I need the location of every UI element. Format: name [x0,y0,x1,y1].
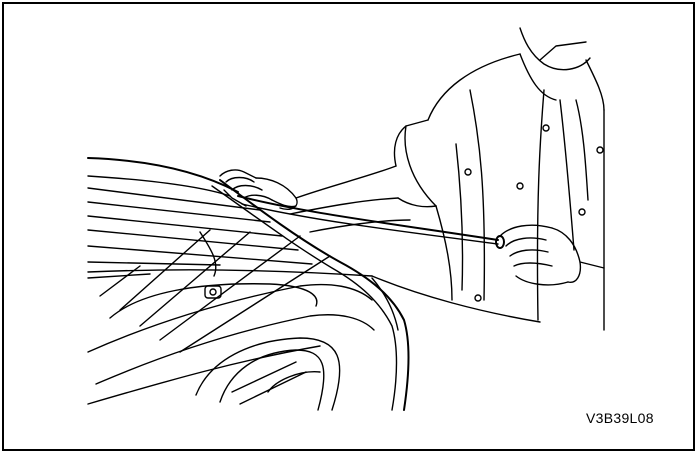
technician-arm [289,119,437,233]
figure-code-label: V3B39L08 [586,410,654,426]
right-hand [499,224,605,286]
technician-shirt [371,27,605,331]
left-hand [219,169,298,210]
figure-frame [2,2,695,451]
shirt-buttons [464,124,604,302]
rear-window-glass [87,157,373,353]
window-molding [211,179,410,411]
high-mount-stop-lamp [204,285,222,299]
trunk-lid [87,283,375,411]
